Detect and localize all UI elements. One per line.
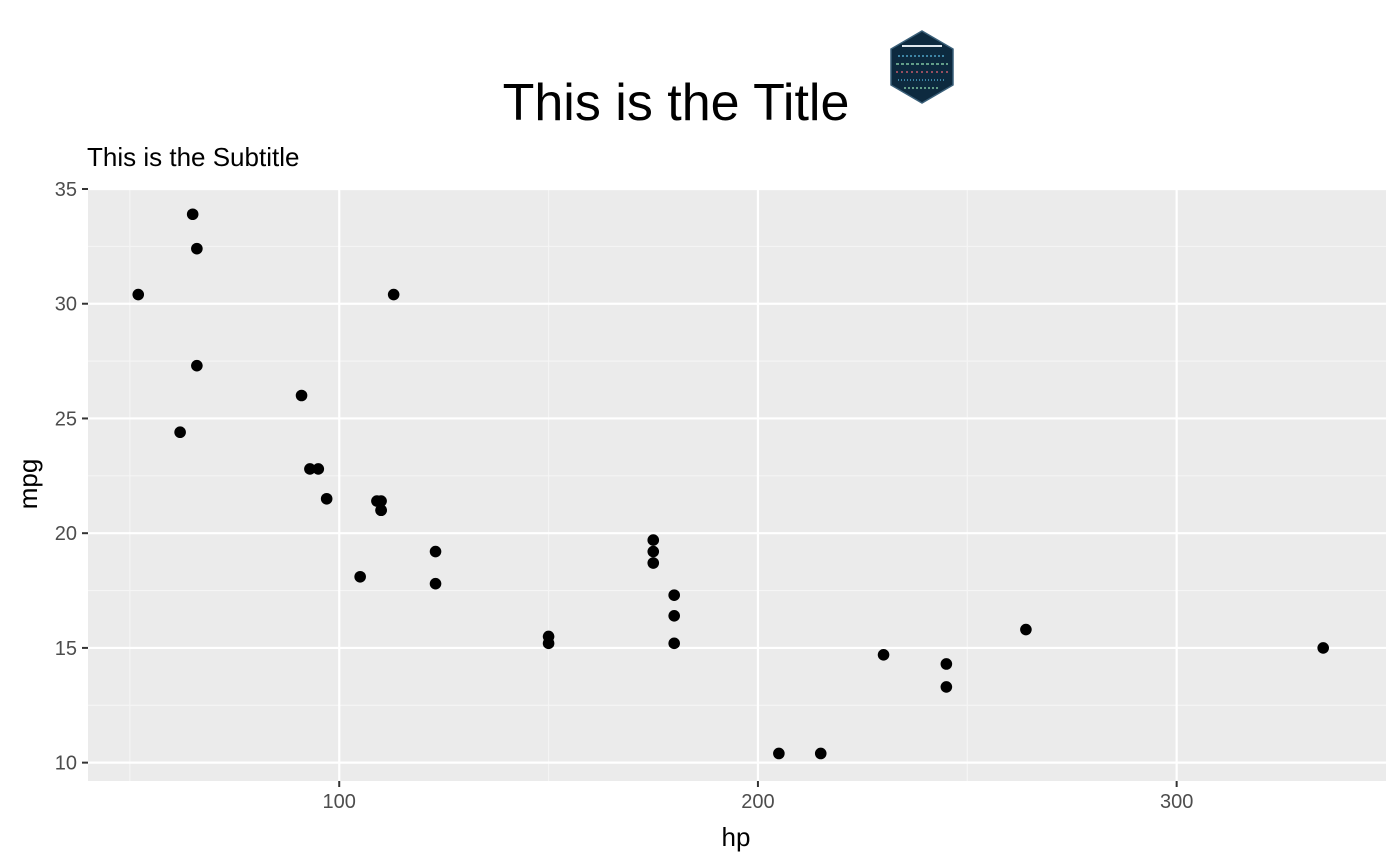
data-point	[1020, 623, 1032, 636]
x-tick-label: 200	[741, 791, 774, 813]
y-tick-label: 30	[55, 294, 77, 316]
chart-subtitle: This is the Subtitle	[87, 142, 299, 172]
data-point	[429, 545, 442, 558]
data-point	[191, 359, 203, 372]
plot-panel	[88, 189, 1386, 781]
data-point	[940, 681, 953, 693]
data-point	[647, 557, 660, 569]
x-tick-label: 100	[323, 791, 356, 813]
data-point	[668, 609, 680, 622]
grid-minor-lines	[88, 189, 1386, 781]
data-point	[429, 577, 442, 590]
data-point	[814, 747, 827, 760]
data-point	[191, 242, 203, 255]
data-point	[668, 637, 680, 650]
data-point	[773, 747, 785, 760]
data-points	[132, 208, 1329, 760]
hex-sticker-logo-icon	[890, 30, 954, 104]
y-tick-label: 20	[55, 523, 77, 545]
data-point	[542, 637, 555, 650]
data-point	[647, 534, 660, 546]
x-tick-label: 300	[1160, 791, 1193, 813]
data-point	[132, 288, 145, 301]
data-point	[375, 504, 387, 517]
y-axis: 10 15 20 25 30 35	[55, 179, 88, 775]
data-point	[304, 463, 316, 475]
data-point	[295, 389, 308, 402]
data-point	[877, 648, 890, 661]
x-axis-title: hp	[722, 822, 751, 852]
data-point	[387, 288, 400, 301]
y-tick-label: 10	[55, 753, 77, 775]
data-point	[320, 492, 333, 505]
data-point	[668, 589, 680, 601]
data-point	[940, 658, 953, 670]
data-point	[1317, 642, 1329, 654]
y-tick-label: 25	[55, 408, 77, 430]
data-point	[312, 463, 325, 475]
data-point	[186, 208, 199, 221]
data-point	[354, 570, 366, 583]
y-tick-label: 15	[55, 638, 77, 660]
data-point	[647, 545, 660, 558]
x-axis: 100 200 300	[323, 781, 1193, 813]
y-axis-title: mpg	[13, 459, 43, 510]
y-tick-label: 35	[55, 179, 77, 201]
chart-title: This is the Title	[503, 74, 850, 132]
data-point	[174, 426, 186, 439]
grid-major-lines	[88, 187, 1386, 781]
data-point	[371, 495, 383, 507]
